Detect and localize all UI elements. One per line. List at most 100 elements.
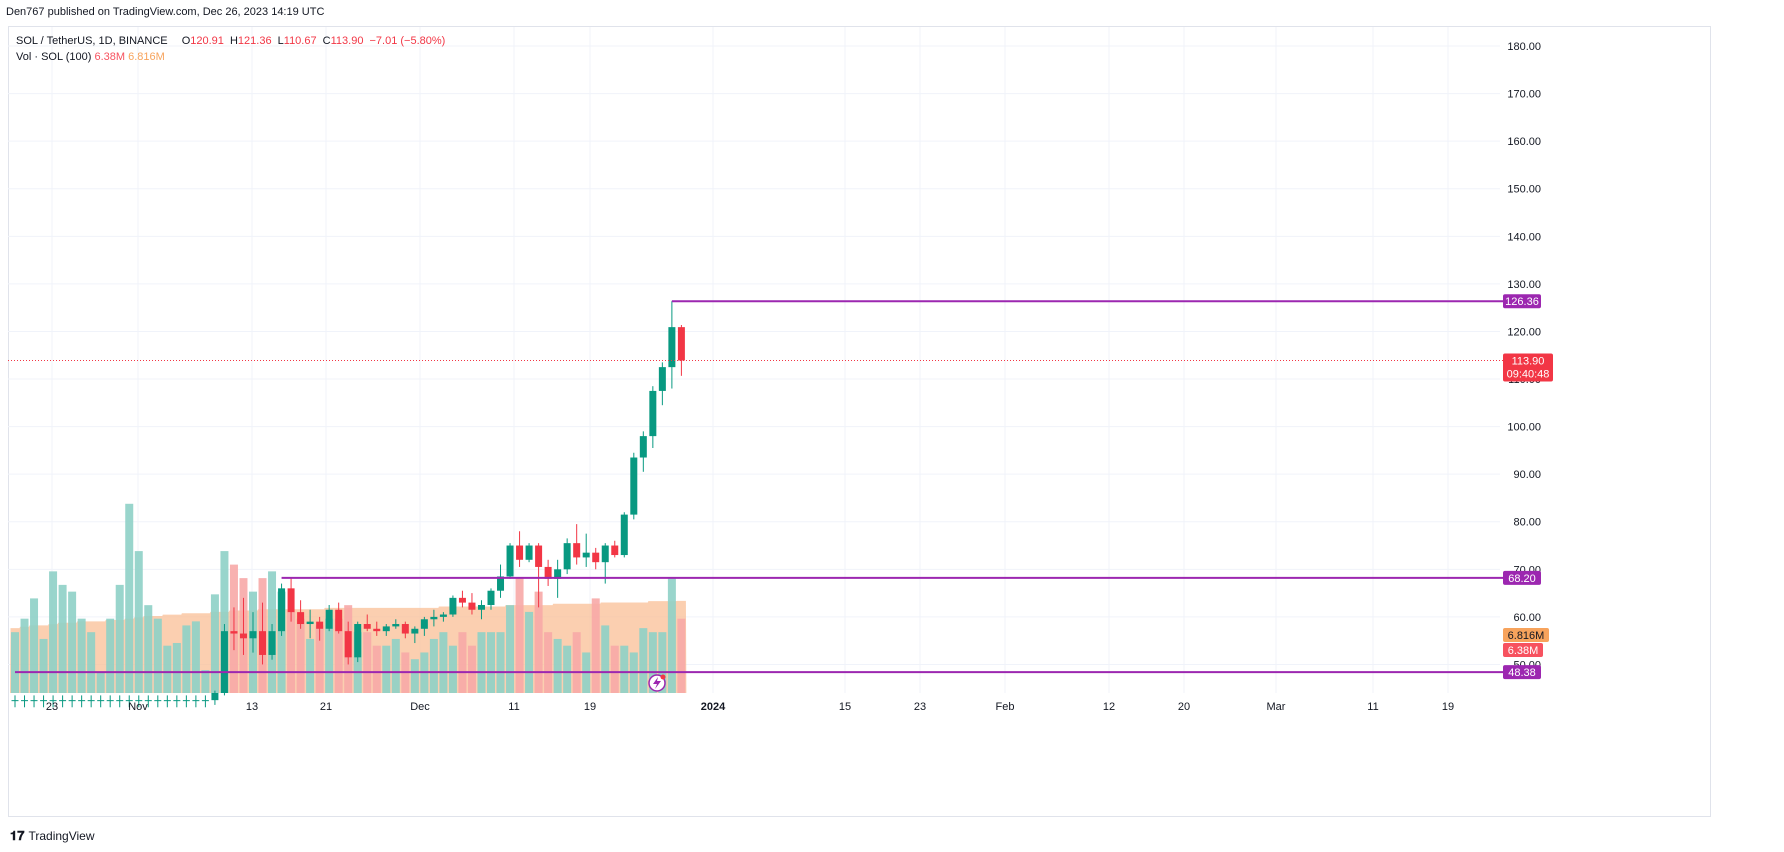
candle-body	[297, 612, 305, 625]
candle-body	[592, 552, 600, 563]
chart-frame	[8, 26, 1711, 817]
candle-body	[278, 588, 286, 632]
candle-body	[78, 700, 86, 702]
volume-bar	[125, 503, 134, 693]
candle-body	[439, 614, 447, 617]
y-tick-label: 120.00	[1507, 326, 1541, 338]
candle-body	[658, 367, 666, 391]
x-tick-label: 2024	[701, 701, 726, 713]
volume-bar	[563, 645, 572, 693]
candle-body	[116, 700, 124, 702]
candle-body	[192, 700, 200, 702]
level-price-tag	[1503, 294, 1541, 309]
volume-bar	[506, 605, 515, 693]
volume-bar	[153, 618, 162, 693]
volume-bar	[525, 611, 534, 693]
y-tick-label: 150.00	[1507, 184, 1541, 196]
candle-body	[525, 545, 533, 560]
candle-body	[306, 621, 314, 625]
volume-bar	[534, 591, 543, 693]
candle-body	[411, 628, 419, 634]
candle-body	[268, 631, 276, 655]
candle-body	[677, 327, 685, 361]
candle-body	[239, 633, 247, 639]
volume-bar	[467, 645, 476, 693]
y-tick-label: 130.00	[1507, 279, 1541, 291]
countdown-label: 09:40:48	[1507, 368, 1550, 380]
x-tick-label: 21	[320, 701, 332, 713]
volume-bar	[191, 621, 200, 693]
volume-tag-label: 6.38M	[1508, 645, 1539, 657]
candle-body	[97, 700, 105, 702]
volume-bar	[487, 632, 495, 693]
candle-body	[135, 700, 143, 702]
volume-layer	[10, 503, 687, 693]
y-tick-label: 180.00	[1507, 41, 1541, 53]
volume-bar	[429, 638, 438, 693]
candle-body	[382, 626, 390, 632]
high-value: 121.36	[237, 35, 272, 47]
volume-bar	[439, 632, 448, 693]
candle-body	[154, 700, 162, 702]
candle-body	[182, 700, 190, 702]
candle-body	[335, 609, 343, 632]
candle-body	[620, 514, 628, 556]
candle-body	[563, 543, 571, 570]
candle-body	[11, 700, 19, 702]
volume-bar	[458, 632, 467, 693]
candle-body	[49, 700, 57, 702]
volume-bar	[106, 618, 115, 693]
y-tick-label: 90.00	[1513, 469, 1541, 481]
x-tick-label: 20	[1178, 701, 1190, 713]
candle-body	[363, 624, 371, 629]
candle-body	[468, 602, 476, 610]
ohlc-legend: SOL / TetherUS, 1D, BINANCE O120.91 H121…	[16, 35, 445, 47]
level-layer	[8, 300, 1503, 674]
y-tick-label: 170.00	[1507, 89, 1541, 101]
candle-body	[630, 457, 638, 515]
volume-bar	[201, 670, 210, 693]
candle-body	[230, 631, 238, 634]
candle-body	[163, 700, 171, 702]
volume-bar	[144, 605, 153, 693]
notification-dot-icon	[660, 674, 666, 680]
brand-label: TradingView	[28, 829, 95, 843]
lightning-icon	[653, 677, 661, 689]
candle-body	[582, 552, 590, 558]
volume-bar	[363, 632, 372, 693]
level-price-label: 48.38	[1508, 667, 1536, 679]
y-tick-label: 60.00	[1513, 612, 1541, 624]
volume-bar	[87, 632, 96, 693]
candle-body	[201, 700, 209, 702]
x-tick-label: Feb	[996, 701, 1015, 713]
candle-body	[601, 545, 609, 563]
volume-bar	[325, 618, 334, 693]
candle-body	[649, 390, 657, 437]
candle-body	[544, 566, 552, 579]
x-tick-label: 15	[839, 701, 851, 713]
tradingview-logo-icon: 𝟏𝟕	[10, 828, 25, 843]
x-tick-label: Nov	[128, 701, 148, 713]
candle-body	[516, 545, 524, 560]
candle-layer	[11, 301, 685, 708]
low-key: L	[277, 35, 284, 47]
volume-bar	[448, 645, 457, 693]
x-tick-label: 11	[1367, 701, 1378, 713]
y-tick-label: 80.00	[1513, 517, 1541, 529]
volume-bar	[134, 551, 143, 693]
candle-body	[487, 590, 495, 605]
candle-body	[249, 631, 257, 639]
footer-brand[interactable]: 𝟏𝟕 TradingView	[10, 828, 95, 844]
x-tick-label: 13	[246, 701, 258, 713]
volume-bar	[667, 578, 676, 693]
candle-body	[316, 621, 324, 629]
y-tick-label: 140.00	[1507, 231, 1541, 243]
candle-body	[611, 545, 619, 556]
candle-body	[458, 597, 466, 603]
x-tick-label: 12	[1103, 701, 1115, 713]
volume-bar	[163, 645, 172, 693]
candle-body	[40, 700, 48, 702]
level-price-label: 126.36	[1505, 296, 1539, 308]
